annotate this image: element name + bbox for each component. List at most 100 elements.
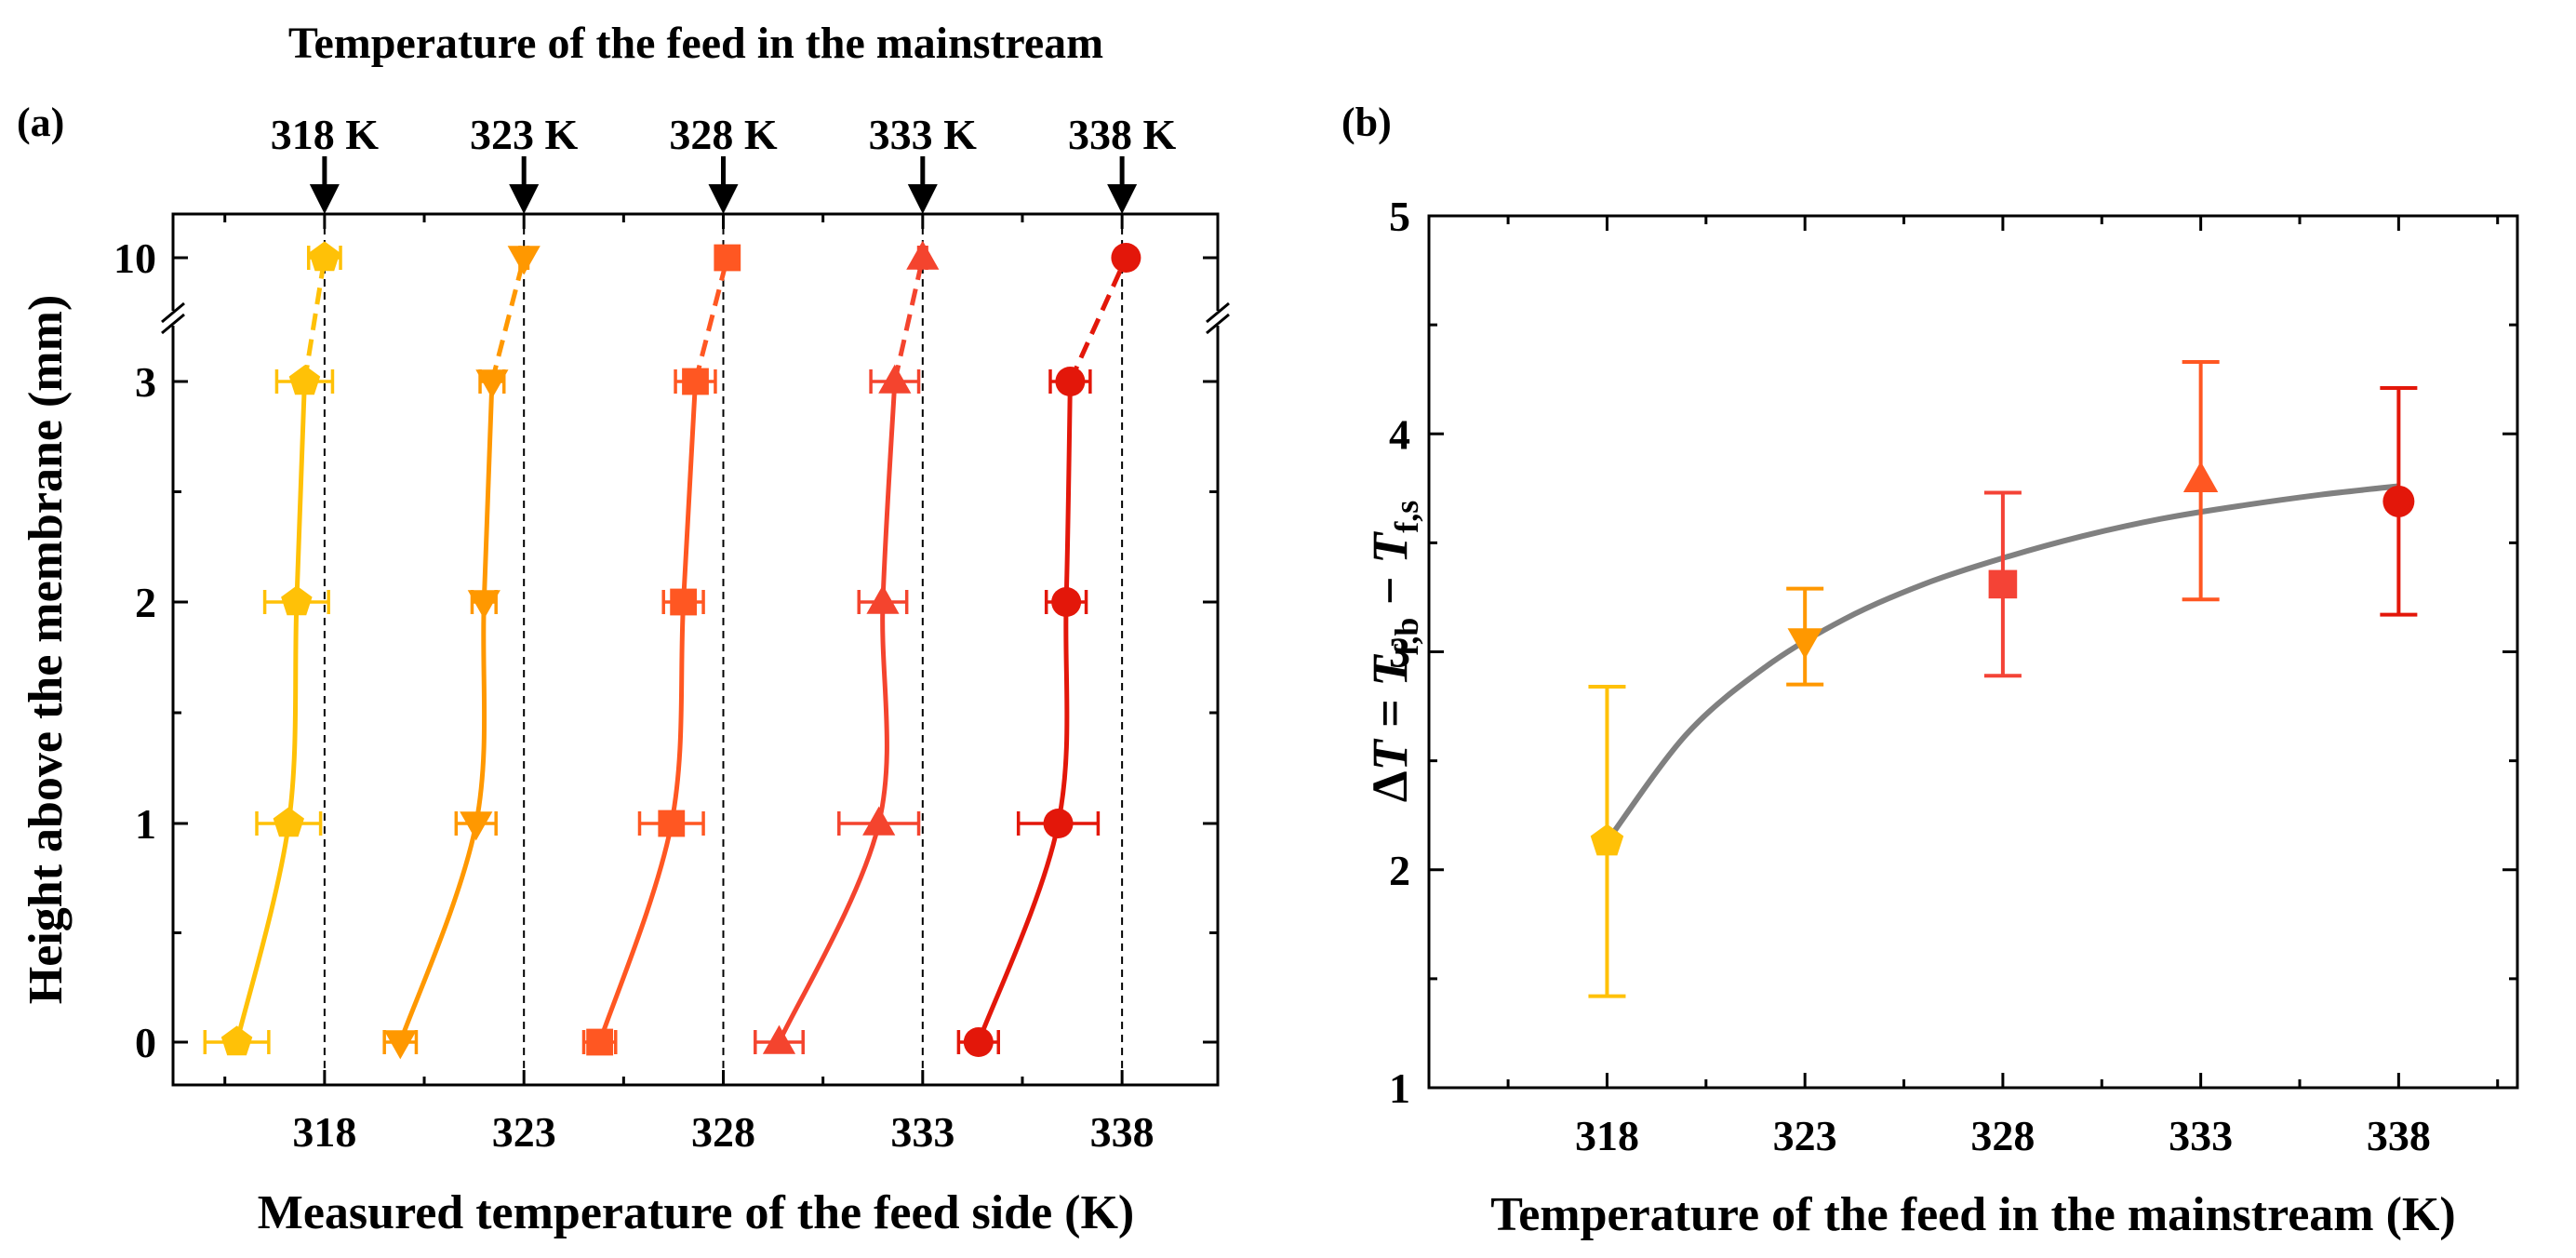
x-tick-label-318: 318 — [1575, 1112, 1639, 1159]
data-point-338 — [2382, 485, 2415, 517]
data-point-323-k-h1 — [460, 811, 493, 841]
x-tick-label-323: 323 — [492, 1108, 556, 1156]
y-tick-label-4: 4 — [1389, 410, 1410, 458]
fit-line-318-k — [234, 381, 307, 1043]
point-group-338 — [2380, 386, 2418, 617]
mainstream-label-323-k: 323 K — [470, 111, 579, 158]
data-point-318-k-h2 — [281, 585, 313, 616]
y-tick-label-1: 1 — [135, 800, 156, 848]
arrow-head-328-k — [708, 184, 739, 214]
y-tick-label-5: 5 — [1389, 193, 1410, 240]
delta-variable: T — [1362, 738, 1418, 770]
axis-break-slash — [161, 301, 185, 324]
bulk-temp-subscript: f,b — [1388, 618, 1425, 656]
arrow-head-323-k — [509, 184, 540, 214]
x-tick-label-333: 333 — [890, 1108, 954, 1156]
extrapolation-line-323-k — [489, 257, 527, 382]
y-tick-label-2: 2 — [1389, 847, 1410, 894]
panel-b: (b) 318 323 328 333 338 1 2 3 4 5 Temperature of… — [1341, 100, 2519, 1241]
series-318-k — [203, 241, 342, 1056]
data-point-328-k-h1 — [658, 810, 686, 837]
mainstream-label-328-k: 328 K — [669, 111, 778, 158]
extrapolation-line-333-k — [892, 257, 926, 382]
data-point-338-k-h1 — [1043, 809, 1074, 838]
data-point-328-k-h2 — [670, 588, 698, 616]
arrow-head-333-k — [907, 184, 938, 214]
series-333-k — [754, 240, 940, 1054]
data-point-318-k-h1 — [273, 807, 304, 837]
panel-a-x-tick-labels: 318 323 328 333 338 — [292, 1108, 1154, 1156]
x-tick-label-318: 318 — [292, 1108, 356, 1156]
series-323-k — [382, 246, 541, 1060]
mainstream-label-338-k: 338 K — [1068, 111, 1177, 158]
panel-a-label: (a) — [17, 100, 64, 145]
data-point-318 — [1590, 823, 1624, 856]
data-point-318-k-h0 — [220, 1025, 253, 1056]
y-tick-label-1: 1 — [1389, 1064, 1410, 1112]
fit-line-323-k — [397, 381, 495, 1043]
panel-b-x-axis-label: Temperature of the feed in the mainstrea… — [1490, 1188, 2455, 1241]
point-group-323 — [1786, 586, 1824, 687]
surface-temp-subscript: f,s — [1388, 501, 1425, 533]
x-tick-label-328: 328 — [1970, 1112, 2035, 1159]
data-point-328-k-h3 — [682, 368, 709, 395]
data-point-333-k-h0 — [762, 1024, 796, 1054]
panel-a-ticks — [173, 214, 1218, 1085]
fit-line-338-k — [976, 381, 1073, 1043]
y-tick-label-2: 2 — [135, 579, 156, 626]
data-point-338-k-h2 — [1051, 587, 1082, 617]
mainstream-label-318-k: 318 K — [271, 111, 380, 158]
panel-b-frame — [1427, 214, 2519, 1090]
arrow-head-338-k — [1107, 184, 1138, 214]
data-point-333-k-h10 — [906, 240, 940, 270]
extrapolation-line-338-k — [1068, 256, 1128, 383]
data-point-333-k-h1 — [862, 806, 896, 836]
data-point-323-k-h2 — [467, 590, 501, 620]
x-tick-label-323: 323 — [1773, 1112, 1837, 1159]
data-point-328-k-h0 — [586, 1028, 614, 1056]
data-point-323-k-h0 — [383, 1030, 417, 1060]
series-328-k — [581, 244, 741, 1056]
panel-a-top-title: Temperature of the feed in the mainstrea… — [288, 19, 1103, 68]
x-tick-label-328: 328 — [691, 1108, 755, 1156]
arrow-head-318-k — [309, 184, 340, 214]
panel-a-y-axis-label: Height above the membrane (mm) — [20, 295, 73, 1005]
x-tick-label-338: 338 — [2367, 1112, 2431, 1159]
data-point-328-k-h10 — [714, 244, 741, 272]
data-point-323-k-h10 — [507, 246, 541, 275]
data-point-333 — [2182, 461, 2219, 492]
panel-b-ticks — [1429, 214, 2517, 1090]
panel-b-label: (b) — [1341, 100, 1392, 145]
axis-break-gap — [162, 311, 184, 326]
extrapolation-line-318-k — [301, 257, 327, 382]
data-point-338-k-h10 — [1111, 243, 1141, 273]
mainstream-label-333-k: 333 K — [869, 111, 978, 158]
x-tick-label-338: 338 — [1090, 1108, 1155, 1156]
data-point-338-k-h3 — [1055, 367, 1086, 396]
y-tick-label-0: 0 — [135, 1019, 156, 1066]
fit-curve — [1605, 483, 2399, 844]
mainstream-temperature-markers: 318 K 323 K 328 K 333 K 338 K — [271, 111, 1177, 214]
surface-temp-symbol: T — [1362, 531, 1418, 564]
y-tick-label-10: 10 — [113, 234, 156, 282]
axis-break-slash — [161, 313, 185, 335]
data-point-323 — [1787, 628, 1822, 660]
axis-break-slash — [1206, 301, 1230, 324]
minus-sign: − — [1362, 564, 1418, 618]
reference-lines — [323, 214, 1124, 1085]
fit-curve-line — [1605, 483, 2399, 844]
point-group-328 — [1983, 490, 2022, 678]
data-point-318-k-h10 — [309, 241, 340, 272]
axis-break — [161, 301, 1230, 335]
point-group-318 — [1588, 684, 1626, 998]
data-point-333-k-h2 — [866, 584, 900, 614]
equals-sign: = — [1362, 687, 1418, 741]
panel-a-frame — [171, 212, 1220, 1087]
delta-symbol: Δ — [1362, 770, 1418, 802]
data-point-318-k-h3 — [288, 365, 321, 395]
panel-b-x-tick-labels: 318 323 328 333 338 — [1575, 1112, 2431, 1159]
point-group-333 — [2182, 359, 2220, 602]
panel-b-y-axis-label: ΔT = Tf,b − Tf,s — [1362, 501, 1425, 802]
series-338-k — [956, 243, 1141, 1057]
